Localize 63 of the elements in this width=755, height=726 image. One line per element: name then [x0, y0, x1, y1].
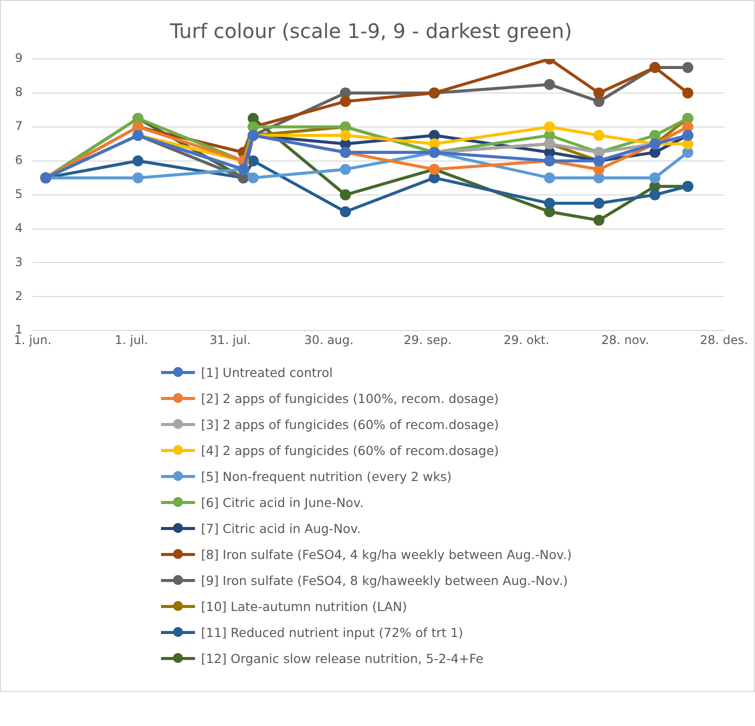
chart-title: Turf colour (scale 1-9, 9 - darkest green) [168, 19, 572, 44]
legend-label: [4] 2 apps of fungicides (60% of recom.dosage) [201, 442, 499, 458]
x-tick-label: 28. des. [700, 332, 748, 347]
point [132, 172, 144, 184]
point [649, 130, 660, 141]
point [649, 146, 660, 158]
x-tick-label: 28. nov. [601, 332, 650, 347]
point [593, 87, 604, 98]
y-tick-label: 9 [14, 51, 23, 66]
legend-label: [3] 2 apps of fungicides (60% of recom.dosage) [201, 416, 499, 432]
point [593, 96, 604, 107]
point [428, 138, 440, 150]
point [340, 96, 351, 107]
point [593, 164, 604, 175]
y-tick-label: 2 [14, 288, 23, 303]
point [682, 87, 694, 98]
point [248, 155, 259, 166]
point [593, 214, 604, 226]
point [682, 138, 694, 150]
point [340, 206, 351, 218]
point [428, 130, 440, 141]
point [649, 189, 660, 200]
x-tick-label: 1. jul. [114, 332, 148, 347]
point [682, 62, 694, 73]
legend-label: [5] Non-frequent nutrition (every 2 wks) [201, 468, 452, 484]
point [544, 121, 556, 132]
x-tick-label: 30. aug. [304, 332, 354, 347]
legend-label: [6] Citric acid in June-Nov. [201, 494, 364, 510]
legend-label: [1] Untreated control [201, 364, 333, 380]
legend-label: [2] 2 apps of fungicides (100%, recom. dosage) [201, 390, 499, 406]
x-tick-label: 29. sep. [404, 332, 452, 347]
point [340, 189, 351, 200]
point [248, 172, 259, 184]
y-tick-label: 6 [14, 152, 23, 167]
point [132, 155, 144, 166]
point [340, 164, 351, 175]
legend-label: [9] Iron sulfate (FeSO4, 8 kg/haweekly between Aug.-Nov.) [201, 572, 568, 588]
point [544, 198, 556, 209]
legend-label: [10] Late-autumn nutrition (LAN) [201, 598, 408, 614]
y-tick-label: 3 [14, 254, 23, 269]
point [544, 172, 556, 184]
legend-label: [8] Iron sulfate (FeSO4, 4 kg/ha weekly between Aug.-Nov.) [201, 546, 572, 562]
x-tick-label: 29. okt. [504, 332, 550, 347]
legend-label: [12] Organic slow release nutrition, 5-2-4+Fe [201, 650, 484, 666]
x-tick-label: 1. jun. [14, 332, 52, 347]
point [682, 146, 694, 158]
y-tick-label: 8 [14, 85, 23, 100]
point [649, 172, 660, 184]
point [593, 130, 604, 141]
x-tick-label: 31. jul. [210, 332, 251, 347]
legend-label: [11] Reduced nutrient input (72% of trt 1) [201, 624, 464, 640]
point [248, 112, 259, 124]
y-tick-label: 5 [14, 186, 23, 201]
point [544, 78, 556, 90]
point [544, 206, 556, 218]
point [340, 87, 351, 98]
point [593, 198, 604, 209]
y-tick-label: 4 [14, 220, 23, 235]
point [340, 130, 351, 141]
point [428, 172, 440, 184]
y-tick-label: 7 [14, 119, 23, 134]
legend-label: [7] Citric acid in Aug-Nov. [201, 520, 361, 536]
point [593, 172, 604, 184]
